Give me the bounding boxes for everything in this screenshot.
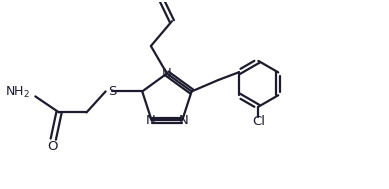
Text: Cl: Cl [253,115,266,129]
Text: N: N [145,114,155,127]
Text: N: N [179,114,189,127]
Text: N: N [162,67,172,80]
Text: O: O [47,139,58,153]
Text: NH$_2$: NH$_2$ [5,85,30,100]
Text: S: S [108,85,117,98]
